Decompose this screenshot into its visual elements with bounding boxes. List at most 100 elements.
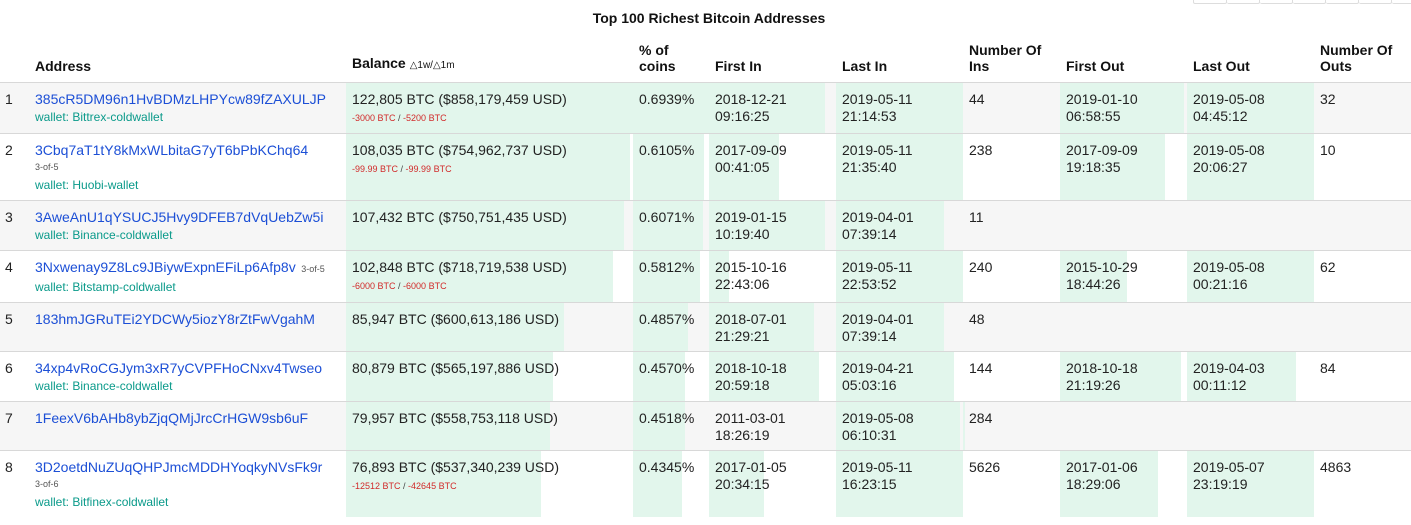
first-out-bar: [1060, 352, 1181, 401]
last-in-value: 2019-05-11 22:53:52: [842, 259, 913, 292]
address-link[interactable]: 385cR5DM96n1HvBDMzLHPYcw89fZAXULJP: [35, 91, 326, 107]
num-ins-value: 48: [969, 311, 985, 327]
percent-value: 0.4570%: [639, 360, 695, 376]
balance-bar: [346, 134, 631, 200]
pagination-button[interactable]: [1326, 0, 1359, 4]
header-first-out[interactable]: First Out: [1066, 58, 1125, 74]
first-in-bar: [709, 83, 825, 133]
wallet-label: wallet: Bitstamp-coldwallet: [35, 280, 176, 294]
address-link[interactable]: 183hmJGRuTEi2YDCWy5iozY8rZtFwVgahM: [35, 311, 315, 327]
num-ins-value: 238: [969, 142, 993, 158]
last-in-cell: 2019-04-01 07:39:14: [836, 303, 963, 352]
percent-cell: 0.5812%: [633, 251, 709, 303]
header-balance[interactable]: Balance △1w/△1m: [346, 38, 633, 83]
header-rank: [0, 38, 29, 83]
first-out-value: 2018-10-18 21:19:26: [1066, 360, 1138, 393]
pagination-button[interactable]: [1260, 0, 1293, 4]
address-link[interactable]: 34xp4vRoCGJym3xR7yCVPFHoCNxv4Twseo: [35, 360, 323, 376]
balance-bar: [346, 402, 550, 450]
rank-cell: 8: [0, 451, 29, 518]
percent-value: 0.4857%: [639, 311, 695, 327]
table-row: 8 3D2oetdNuZUqQHPJmcMDDHYoqkyNVsFk9r 3-o…: [0, 450, 1411, 518]
rank-cell: 3: [0, 201, 29, 251]
wallet-label: wallet: Binance-coldwallet: [35, 379, 173, 393]
change-separator: /: [400, 481, 409, 491]
header-num-ins[interactable]: Number Of Ins: [969, 42, 1042, 74]
pagination-button[interactable]: [1359, 0, 1392, 4]
pagination-button[interactable]: [1193, 0, 1227, 4]
last-in-bar: [836, 451, 963, 517]
change-1w: -99.99 BTC: [352, 164, 399, 174]
pagination-button[interactable]: [1227, 0, 1260, 4]
percent-cell: 0.6939%: [633, 83, 709, 134]
header-last-in[interactable]: Last In: [842, 58, 888, 74]
address-cell: 34xp4vRoCGJym3xR7yCVPFHoCNxv4Twseo walle…: [29, 352, 346, 402]
first-in-cell: 2019-01-15 10:19:40: [709, 201, 836, 251]
address-link[interactable]: 3Nxwenay9Z8Lc9JBiywExpnEFiLp6Afp8v: [35, 259, 296, 275]
first-in-bar: [709, 201, 825, 250]
first-in-cell: 2018-12-21 09:16:25: [709, 83, 836, 134]
change-1w: -12512 BTC: [352, 481, 401, 491]
first-in-bar: [709, 251, 730, 302]
rank-number: 5: [5, 311, 13, 327]
first-in-value: 2017-09-09 00:41:05: [715, 142, 787, 175]
last-out-bar: [1187, 451, 1314, 517]
wallet-label: wallet: Binance-coldwallet: [35, 228, 173, 242]
first-in-bar: [709, 134, 779, 200]
percent-value: 0.6105%: [639, 142, 695, 158]
first-out-cell: 2017-09-09 19:18:35: [1060, 134, 1187, 201]
header-balance-label: Balance: [352, 55, 406, 71]
last-in-value: 2019-05-11 16:23:15: [842, 459, 913, 492]
percent-cell: 0.4857%: [633, 303, 709, 352]
percent-value: 0.4345%: [639, 459, 695, 475]
percent-bar: [633, 83, 709, 133]
last-out-cell: [1187, 303, 1314, 352]
header-last-out[interactable]: Last Out: [1193, 58, 1250, 74]
last-in-cell: 2019-04-21 05:03:16: [836, 352, 963, 402]
first-in-cell: 2018-10-18 20:59:18: [709, 352, 836, 402]
first-out-value: 2017-09-09 19:18:35: [1066, 142, 1138, 175]
pagination-button[interactable]: [1392, 0, 1411, 4]
address-link[interactable]: 3Cbq7aT1tY8kMxWLbitaG7yT6bPbKChq64: [35, 142, 309, 158]
num-outs-cell: 32: [1314, 83, 1411, 134]
percent-value: 0.6071%: [639, 209, 695, 225]
first-out-bar: [1060, 134, 1166, 200]
last-in-bar: [836, 83, 963, 133]
first-in-value: 2015-10-16 22:43:06: [715, 259, 787, 292]
rank-number: 8: [5, 459, 13, 475]
table-row: 3 3AweAnU1qYSUCJ5Hvy9DFEB7dVqUebZw5i wal…: [0, 200, 1411, 251]
balance-bar: [346, 83, 633, 133]
header-percent[interactable]: % of coins: [639, 42, 676, 74]
num-ins-value: 144: [969, 360, 993, 376]
rank-cell: 6: [0, 352, 29, 402]
address-cell: 3Cbq7aT1tY8kMxWLbitaG7yT6bPbKChq64 3-of-…: [29, 134, 346, 201]
last-out-value: 2019-05-08 04:45:12: [1193, 91, 1265, 124]
last-out-bar: [1187, 134, 1314, 200]
address-link[interactable]: 1FeexV6bAHb8ybZjqQMjJrcCrHGW9sb6uF: [35, 410, 309, 426]
balance-bar: [346, 352, 553, 401]
balance-change: -6000 BTC / -6000 BTC: [352, 278, 627, 295]
header-first-in[interactable]: First In: [715, 58, 762, 74]
first-out-cell: 2017-01-06 18:29:06: [1060, 451, 1187, 517]
last-in-bar: [836, 134, 963, 200]
first-out-cell: [1060, 201, 1187, 251]
num-ins-cell: 240: [963, 251, 1060, 303]
address-link[interactable]: 3D2oetdNuZUqQHPJmcMDDHYoqkyNVsFk9r: [35, 459, 323, 475]
first-in-value: 2018-12-21 09:16:25: [715, 91, 787, 124]
first-in-value: 2018-07-01 21:29:21: [715, 311, 787, 344]
last-in-value: 2019-05-08 06:10:31: [842, 410, 914, 443]
first-out-cell: [1060, 402, 1187, 451]
header-num-outs[interactable]: Number Of Outs: [1320, 42, 1393, 74]
last-in-bar: [836, 303, 944, 351]
balance-value: 108,035 BTC ($754,962,737 USD): [352, 142, 567, 158]
table-row: 1 385cR5DM96n1HvBDMzLHPYcw89fZAXULJP wal…: [0, 82, 1411, 134]
wallet-label: wallet: Bittrex-coldwallet: [35, 110, 164, 124]
num-outs-cell: 62: [1314, 251, 1411, 303]
last-out-cell: [1187, 201, 1314, 251]
last-in-cell: 2019-04-01 07:39:14: [836, 201, 963, 251]
balance-cell: 107,432 BTC ($750,751,435 USD) /: [346, 201, 633, 251]
address-link[interactable]: 3AweAnU1qYSUCJ5Hvy9DFEB7dVqUebZw5i: [35, 209, 324, 225]
pagination-button[interactable]: [1293, 0, 1326, 4]
header-address[interactable]: Address: [35, 58, 92, 74]
change-1m: -99.99 BTC: [405, 164, 452, 174]
